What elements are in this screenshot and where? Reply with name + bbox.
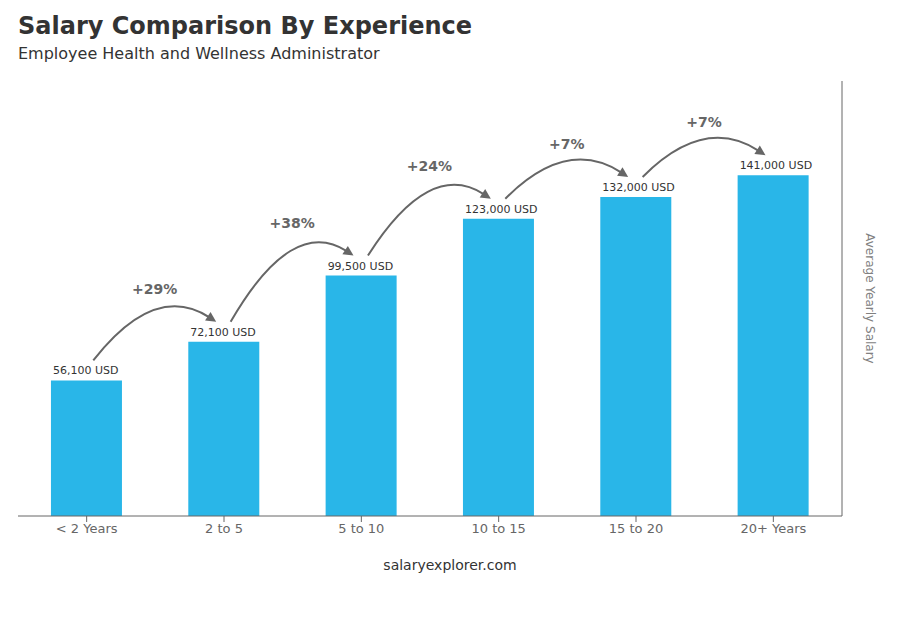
svg-text:10 to 15: 10 to 15 bbox=[471, 521, 525, 536]
html-text:Salary Comparison By Experienc: Salary Comparison By Experience bbox=[18, 12, 473, 40]
svg-text:15 to 20: 15 to 20 bbox=[609, 521, 663, 536]
svg-text:+29%: +29% bbox=[132, 281, 177, 297]
svg-text:+7%: +7% bbox=[549, 136, 585, 152]
svg-text:2 to 5: 2 to 5 bbox=[205, 521, 243, 536]
svg-text:123,000 USD: 123,000 USD bbox=[465, 203, 537, 216]
svg-text:5 to 10: 5 to 10 bbox=[338, 521, 384, 536]
svg-text:Average Yearly Salary: Average Yearly Salary bbox=[863, 233, 877, 363]
html-text:salaryexplorer.com: salaryexplorer.com bbox=[383, 557, 517, 573]
svg-text:+7%: +7% bbox=[686, 114, 722, 130]
svg-text:99,500 USD: 99,500 USD bbox=[328, 260, 394, 273]
html-text:Employee Health and Wellness A: Employee Health and Wellness Administrat… bbox=[18, 44, 380, 63]
svg-text:< 2 Years: < 2 Years bbox=[56, 521, 118, 536]
svg-text:141,000 USD: 141,000 USD bbox=[740, 159, 813, 172]
svg-text:20+ Years: 20+ Years bbox=[740, 521, 806, 536]
svg-text:+38%: +38% bbox=[269, 215, 314, 231]
svg-text:72,100 USD: 72,100 USD bbox=[190, 326, 256, 339]
svg-text:132,000 USD: 132,000 USD bbox=[602, 181, 675, 194]
svg-text:+24%: +24% bbox=[407, 158, 452, 174]
svg-text:56,100 USD: 56,100 USD bbox=[53, 364, 119, 377]
